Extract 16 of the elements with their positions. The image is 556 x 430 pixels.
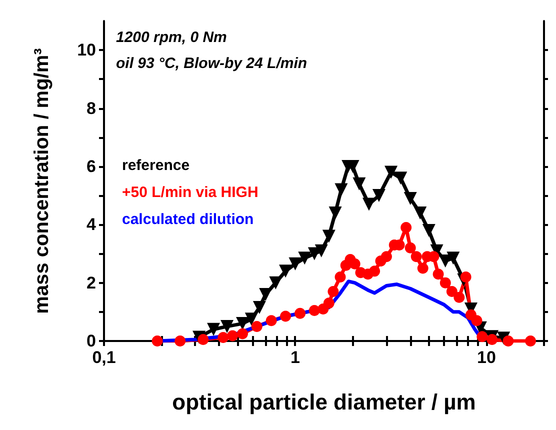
- text: calculated dilution: [122, 211, 254, 228]
- y-tick-label: 10: [77, 40, 96, 60]
- text: +50 L/min via HIGH: [122, 184, 258, 201]
- x-tick-label: 1: [290, 348, 300, 367]
- y-tick-label: 8: [86, 98, 96, 118]
- annotation: oil 93 °C, Blow-by 24 L/min: [116, 55, 308, 72]
- y-tick-label: 6: [86, 156, 96, 176]
- x-tick-label: 10: [476, 348, 496, 367]
- y-tick-label: 0: [86, 332, 96, 350]
- text: reference: [122, 157, 190, 174]
- y-tick-label: 4: [86, 215, 97, 234]
- annotation: 1200 rpm, 0 Nm: [116, 29, 227, 46]
- y-axis-title: mass concentration / mg/m³: [31, 48, 53, 314]
- y-tick-label: 2: [86, 273, 96, 292]
- x-tick-label: 0,1: [92, 348, 116, 367]
- x-axis-title: optical particle diameter / µm: [172, 390, 476, 414]
